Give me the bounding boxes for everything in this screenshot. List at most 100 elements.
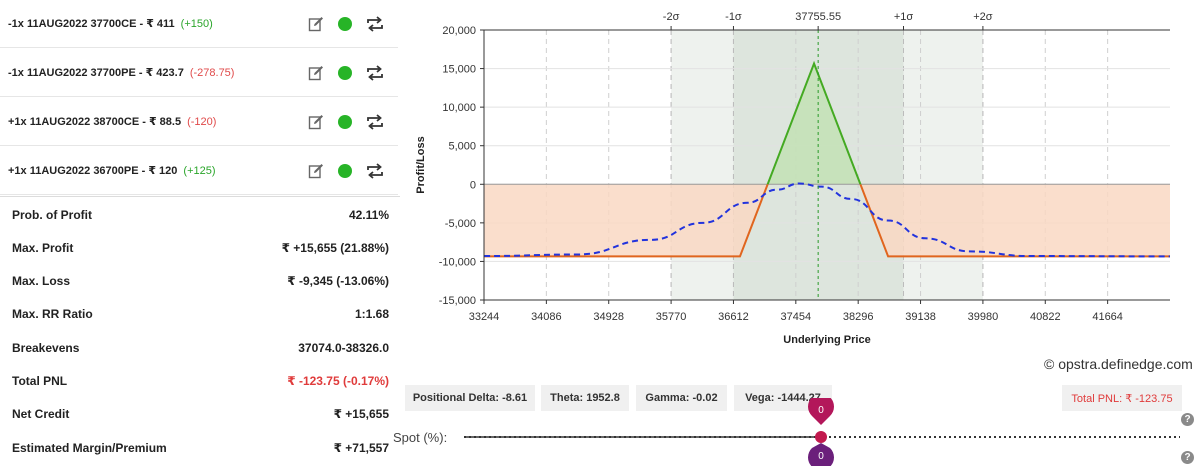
leg-change: (+125)	[183, 164, 216, 177]
leg-row: +1x 11AUG2022 36700PE - ₹ 120 (+125)	[0, 147, 398, 195]
stat-value: ₹ +15,655	[333, 407, 389, 422]
edit-icon[interactable]	[308, 114, 324, 130]
stat-label: Total PNL	[12, 374, 68, 388]
leg-change: (+150)	[180, 17, 213, 30]
stat-value: 37074.0-38326.0	[298, 340, 389, 355]
x-tick-label: 35770	[656, 311, 687, 323]
y-tick-label: 10,000	[442, 102, 476, 114]
leg-row: +1x 11AUG2022 38700CE - ₹ 88.5 (-120)	[0, 98, 398, 146]
stat-label: Max. Profit	[12, 240, 74, 255]
leg-actions	[308, 147, 384, 195]
status-dot-icon[interactable]	[338, 164, 352, 178]
status-dot-icon[interactable]	[338, 115, 352, 129]
sigma-label: -2σ	[663, 11, 680, 23]
slider-top-marker: 0	[808, 393, 834, 425]
theta-value: Theta: 1952.8	[541, 385, 629, 411]
x-tick-label: 34928	[593, 311, 624, 323]
status-dot-icon[interactable]	[338, 66, 352, 80]
x-tick-label: 39980	[968, 311, 999, 323]
y-tick-label: 20,000	[442, 25, 476, 37]
slider-bottom-value: 0	[818, 451, 824, 462]
credit-text: © opstra.definedge.com	[1044, 356, 1193, 372]
leg-actions	[308, 98, 384, 146]
sigma-label: +1σ	[894, 11, 914, 23]
slider-top-value: 0	[818, 405, 824, 416]
y-tick-label: -10,000	[439, 256, 476, 268]
leg-row: -1x 11AUG2022 37700CE - ₹ 411 (+150)	[0, 0, 398, 48]
left-panel: -1x 11AUG2022 37700CE - ₹ 411 (+150) -1x 1…	[0, 0, 400, 466]
x-tick-label: 39138	[905, 311, 936, 323]
sigma-label: 37755.55	[795, 11, 841, 23]
stat-label: Estimated Margin/Premium	[12, 440, 167, 455]
repeat-icon[interactable]	[366, 16, 384, 32]
stat-value: 1:1.68	[354, 307, 389, 322]
expiry-line-loss	[484, 184, 1170, 258]
y-axis-title: Profit/Loss	[415, 136, 427, 193]
spot-slider-svg[interactable]: 0 0	[460, 393, 1190, 466]
status-dot-icon[interactable]	[338, 17, 352, 31]
leg-description: -1x 11AUG2022 37700PE - ₹ 423.7	[8, 67, 184, 79]
x-tick-label: 33244	[469, 311, 500, 323]
stats-table: Prob. of Profit 42.11% Max. Profit ₹ +15,65…	[0, 196, 400, 466]
stat-value: ₹ +15,655 (21.88%)	[281, 240, 389, 255]
leg-change: (-278.75)	[189, 66, 235, 79]
stat-row: Max. Loss ₹ -9,345 (-13.06%)	[0, 265, 400, 298]
stat-row: Max. Profit ₹ +15,655 (21.88%)	[0, 231, 400, 264]
stat-label: Breakevens	[12, 340, 80, 355]
slider-bottom-marker: 0	[808, 443, 834, 466]
leg-description: +1x 11AUG2022 38700CE - ₹ 88.5	[8, 116, 182, 128]
leg-actions	[308, 49, 384, 97]
expiry-line-profit	[766, 60, 862, 185]
stat-row: Max. RR Ratio 1:1.68	[0, 298, 400, 331]
repeat-icon[interactable]	[366, 114, 384, 130]
spot-label: Spot (%):	[393, 430, 448, 445]
x-tick-label: 38296	[843, 311, 874, 323]
y-tick-label: 0	[470, 179, 476, 191]
stat-label: Prob. of Profit	[12, 207, 92, 222]
payoff-chart-svg: 20,000 15,000 10,000 5,000 0 -5,000 -10,000 -15…	[415, 11, 1171, 346]
y-tick-label: 5,000	[448, 141, 476, 153]
slider-handle[interactable]	[815, 431, 827, 443]
repeat-icon[interactable]	[366, 65, 384, 81]
x-tick-label: 34086	[531, 311, 562, 323]
profit-area	[767, 63, 861, 185]
stat-row: Estimated Margin/Premium ₹ +71,557	[0, 431, 400, 464]
edit-icon[interactable]	[308, 16, 324, 32]
x-tick-label: 37454	[781, 311, 812, 323]
leg-description: -1x 11AUG2022 37700CE - ₹ 411	[8, 18, 175, 30]
y-tick-label: -15,000	[439, 295, 476, 307]
help-icon[interactable]: ?	[1181, 451, 1194, 464]
help-icon[interactable]: ?	[1181, 413, 1194, 426]
x-tick-label: 41664	[1092, 311, 1123, 323]
leg-actions	[308, 0, 384, 48]
stat-value: 42.11%	[348, 207, 389, 222]
stat-value: ₹ +71,557	[333, 440, 389, 455]
stat-row: Total PNL ₹ -123.75 (-0.17%)	[0, 365, 400, 398]
loss-area	[484, 184, 1170, 257]
stat-label: Net Credit	[12, 407, 70, 422]
stat-row: Breakevens 37074.0-38326.0	[0, 331, 400, 364]
stat-value: ₹ -9,345 (-13.06%)	[287, 274, 389, 289]
positional-delta: Positional Delta: -8.61	[405, 385, 535, 411]
edit-icon[interactable]	[308, 163, 324, 179]
repeat-icon[interactable]	[366, 163, 384, 179]
sigma-label: -1σ	[725, 11, 742, 23]
leg-description: +1x 11AUG2022 36700PE - ₹ 120	[8, 165, 178, 177]
y-tick-label: 15,000	[442, 64, 476, 76]
x-tick-label: 36612	[718, 311, 749, 323]
x-tick-label: 40822	[1030, 311, 1061, 323]
spot-slider[interactable]: 0 0	[460, 393, 1190, 466]
edit-icon[interactable]	[308, 65, 324, 81]
stat-value: ₹ -123.75 (-0.17%)	[287, 374, 389, 388]
payoff-chart: 20,000 15,000 10,000 5,000 0 -5,000 -10,000 -15…	[400, 0, 1200, 350]
y-tick-label: -5,000	[445, 218, 476, 230]
gamma-value: Gamma: -0.02	[636, 385, 727, 411]
today-curve	[483, 182, 1171, 258]
sigma-label: +2σ	[973, 11, 993, 23]
stat-label: Max. RR Ratio	[12, 307, 93, 322]
stat-row: Net Credit ₹ +15,655	[0, 398, 400, 431]
stat-label: Max. Loss	[12, 274, 71, 289]
leg-change: (-120)	[187, 115, 217, 128]
x-axis-title: Underlying Price	[783, 334, 870, 346]
total-pnl-badge: Total PNL: ₹ -123.75	[1062, 385, 1182, 411]
